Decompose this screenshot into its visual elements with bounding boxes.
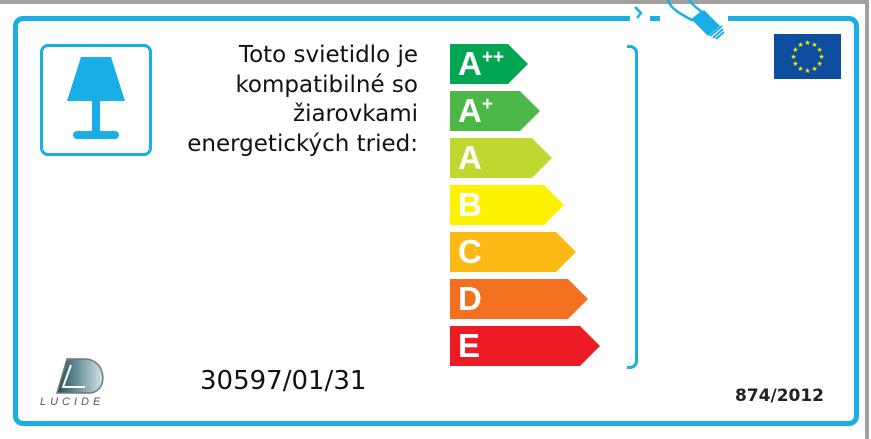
star-icon: ★ bbox=[811, 41, 817, 49]
energy-class-label: A++ bbox=[458, 45, 505, 82]
model-number: 30597/01/31 bbox=[200, 366, 367, 396]
star-icon: ★ bbox=[816, 46, 822, 54]
regulation-number: 874/2012 bbox=[735, 386, 825, 406]
table-lamp-icon bbox=[67, 57, 125, 139]
star-icon: ★ bbox=[792, 46, 798, 54]
energy-class-arrow: B bbox=[450, 185, 564, 225]
energy-class-arrow: C bbox=[450, 232, 576, 272]
compatible-range-bracket bbox=[627, 45, 638, 369]
lucide-logo bbox=[55, 358, 104, 394]
luminaire-type-box bbox=[40, 44, 152, 156]
energy-class-arrow: A bbox=[450, 138, 552, 178]
squiggle-mark bbox=[634, 6, 643, 19]
energy-class-label: B bbox=[458, 186, 482, 223]
star-icon: ★ bbox=[804, 39, 810, 47]
energy-class-arrow: D bbox=[450, 279, 588, 319]
light-bulb-icon bbox=[666, 0, 725, 40]
energy-class-label: E bbox=[458, 327, 481, 364]
compatibility-text: Toto svietidlo je kompatibilné so žiarov… bbox=[187, 42, 418, 157]
energy-class-arrow: E bbox=[450, 326, 600, 366]
energy-class-label: C bbox=[458, 233, 482, 270]
star-icon: ★ bbox=[804, 67, 810, 75]
energy-class-label: D bbox=[458, 280, 482, 317]
star-icon: ★ bbox=[811, 65, 817, 73]
energy-class-label: A+ bbox=[458, 92, 493, 129]
star-icon: ★ bbox=[797, 65, 803, 73]
star-icon: ★ bbox=[816, 60, 822, 68]
star-icon: ★ bbox=[797, 41, 803, 49]
energy-class-label: A bbox=[458, 139, 482, 176]
label-frame bbox=[13, 16, 859, 426]
star-icon: ★ bbox=[790, 53, 796, 61]
eu-flag-icon: ★★★★★★★★★ ★ ★★ bbox=[774, 34, 841, 79]
energy-class-arrow: A++ bbox=[450, 44, 528, 84]
brand-name: LUCIDE bbox=[40, 396, 105, 408]
star-icon: ★ bbox=[792, 60, 798, 68]
frame-gap bbox=[630, 14, 650, 23]
energy-class-arrow: A+ bbox=[450, 91, 540, 131]
star-icon: ★ bbox=[818, 53, 824, 61]
